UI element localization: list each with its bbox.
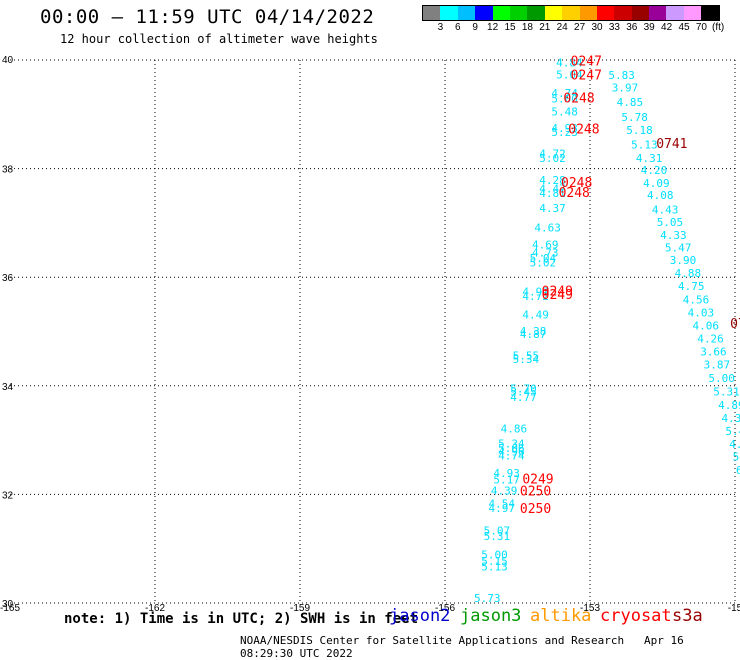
- y-tick-label: 32: [2, 490, 14, 501]
- wave-height-label: 5.00: [708, 372, 735, 385]
- pass-time-label: 0249: [542, 288, 573, 303]
- wave-height-label: 5.31: [484, 530, 511, 543]
- y-tick-label: 40: [2, 55, 14, 66]
- wave-height-label: 4.89: [718, 399, 740, 412]
- pass-time-label: 0248: [568, 122, 599, 137]
- pass-time-label: 0247: [571, 69, 602, 84]
- wave-height-label: 4.85: [617, 96, 644, 109]
- wave-height-label: 5.02: [539, 152, 566, 165]
- wave-height-label: 3.66: [700, 345, 727, 358]
- wave-height-label: 4.03: [688, 306, 715, 319]
- pass-time-label: 0250: [520, 502, 551, 517]
- legend-s3a: s3a: [672, 606, 703, 626]
- wave-height-label: 5.13: [631, 139, 658, 152]
- wave-height-label: 4.39: [491, 484, 517, 497]
- wave-height-label: 4.06: [692, 319, 719, 332]
- y-tick-label: 34: [2, 382, 14, 393]
- wave-height-label: 4.74: [498, 450, 525, 463]
- wave-height-label: 5.40: [725, 425, 740, 438]
- pass-time-label: 0247: [571, 54, 602, 69]
- wave-height-label: 4.13: [729, 438, 740, 451]
- x-tick-label: -15: [728, 603, 740, 614]
- legend-jason3: jason3: [460, 606, 521, 626]
- wave-height-label: 5.18: [626, 124, 653, 137]
- wave-height-label: 3.97: [612, 81, 639, 94]
- wave-height-label: 5.34: [513, 353, 540, 366]
- wave-height-label: 3.90: [670, 254, 697, 267]
- wave-height-label: 5.31: [713, 386, 740, 399]
- wave-height-label: 4.37: [539, 202, 566, 215]
- wave-height-label: 6.07: [736, 464, 740, 477]
- wave-height-label: 4.75: [678, 280, 705, 293]
- wave-height-label: 5.48: [551, 105, 578, 118]
- footer-credit: NOAA/NESDIS Center for Satellite Applica…: [240, 634, 740, 660]
- pass-time-label: 0250: [520, 484, 551, 499]
- wave-height-label: 4.43: [652, 204, 679, 217]
- wave-height-label: 4.77: [510, 391, 537, 404]
- wave-height-label: 4.49: [522, 308, 549, 321]
- wave-height-label: 4.87: [520, 328, 547, 341]
- legend-altika: altika: [530, 606, 591, 626]
- wave-height-label: 4.86: [501, 422, 528, 435]
- wave-height-label: 5.47: [665, 242, 692, 255]
- y-tick-label: 36: [2, 273, 14, 284]
- pass-time-label: 0741: [656, 137, 687, 152]
- credit-text: NOAA/NESDIS Center for Satellite Applica…: [240, 634, 624, 647]
- wave-height-label: 4.56: [683, 293, 710, 306]
- y-tick-label: 38: [2, 165, 14, 176]
- wave-height-label: 5.83: [608, 69, 635, 82]
- wave-height-label: 5.87: [733, 451, 740, 464]
- legend-jason2: jason2: [389, 606, 450, 626]
- pass-time-label: 0248: [563, 91, 594, 106]
- wave-height-label: 5.02: [530, 256, 557, 269]
- wave-height-label: 4.26: [697, 332, 724, 345]
- wave-height-label: 4.36: [721, 412, 740, 425]
- pass-time-label: 0741: [730, 317, 740, 332]
- wave-height-label: 3.87: [704, 358, 731, 371]
- wave-height-label: 5.13: [481, 560, 508, 573]
- wave-height-label: 5.78: [621, 111, 648, 124]
- footer-note: note: 1) Time is in UTC; 2) SWH is in fe…: [64, 611, 418, 627]
- pass-time-label: 0248: [559, 186, 590, 201]
- wave-height-label: 4.08: [647, 189, 674, 202]
- wave-height-label: 5.73: [474, 592, 501, 605]
- legend-cryosat: cryosat: [600, 606, 672, 626]
- wave-height-label: 5.05: [657, 216, 684, 229]
- y-tick-label: 30: [2, 599, 14, 610]
- wave-height-label: 4.63: [534, 222, 561, 235]
- wave-height-label: 4.97: [489, 502, 516, 515]
- wave-height-label: 4.20: [641, 164, 668, 177]
- wave-height-label: 4.33: [660, 229, 687, 242]
- wave-height-label: 4.88: [675, 267, 702, 280]
